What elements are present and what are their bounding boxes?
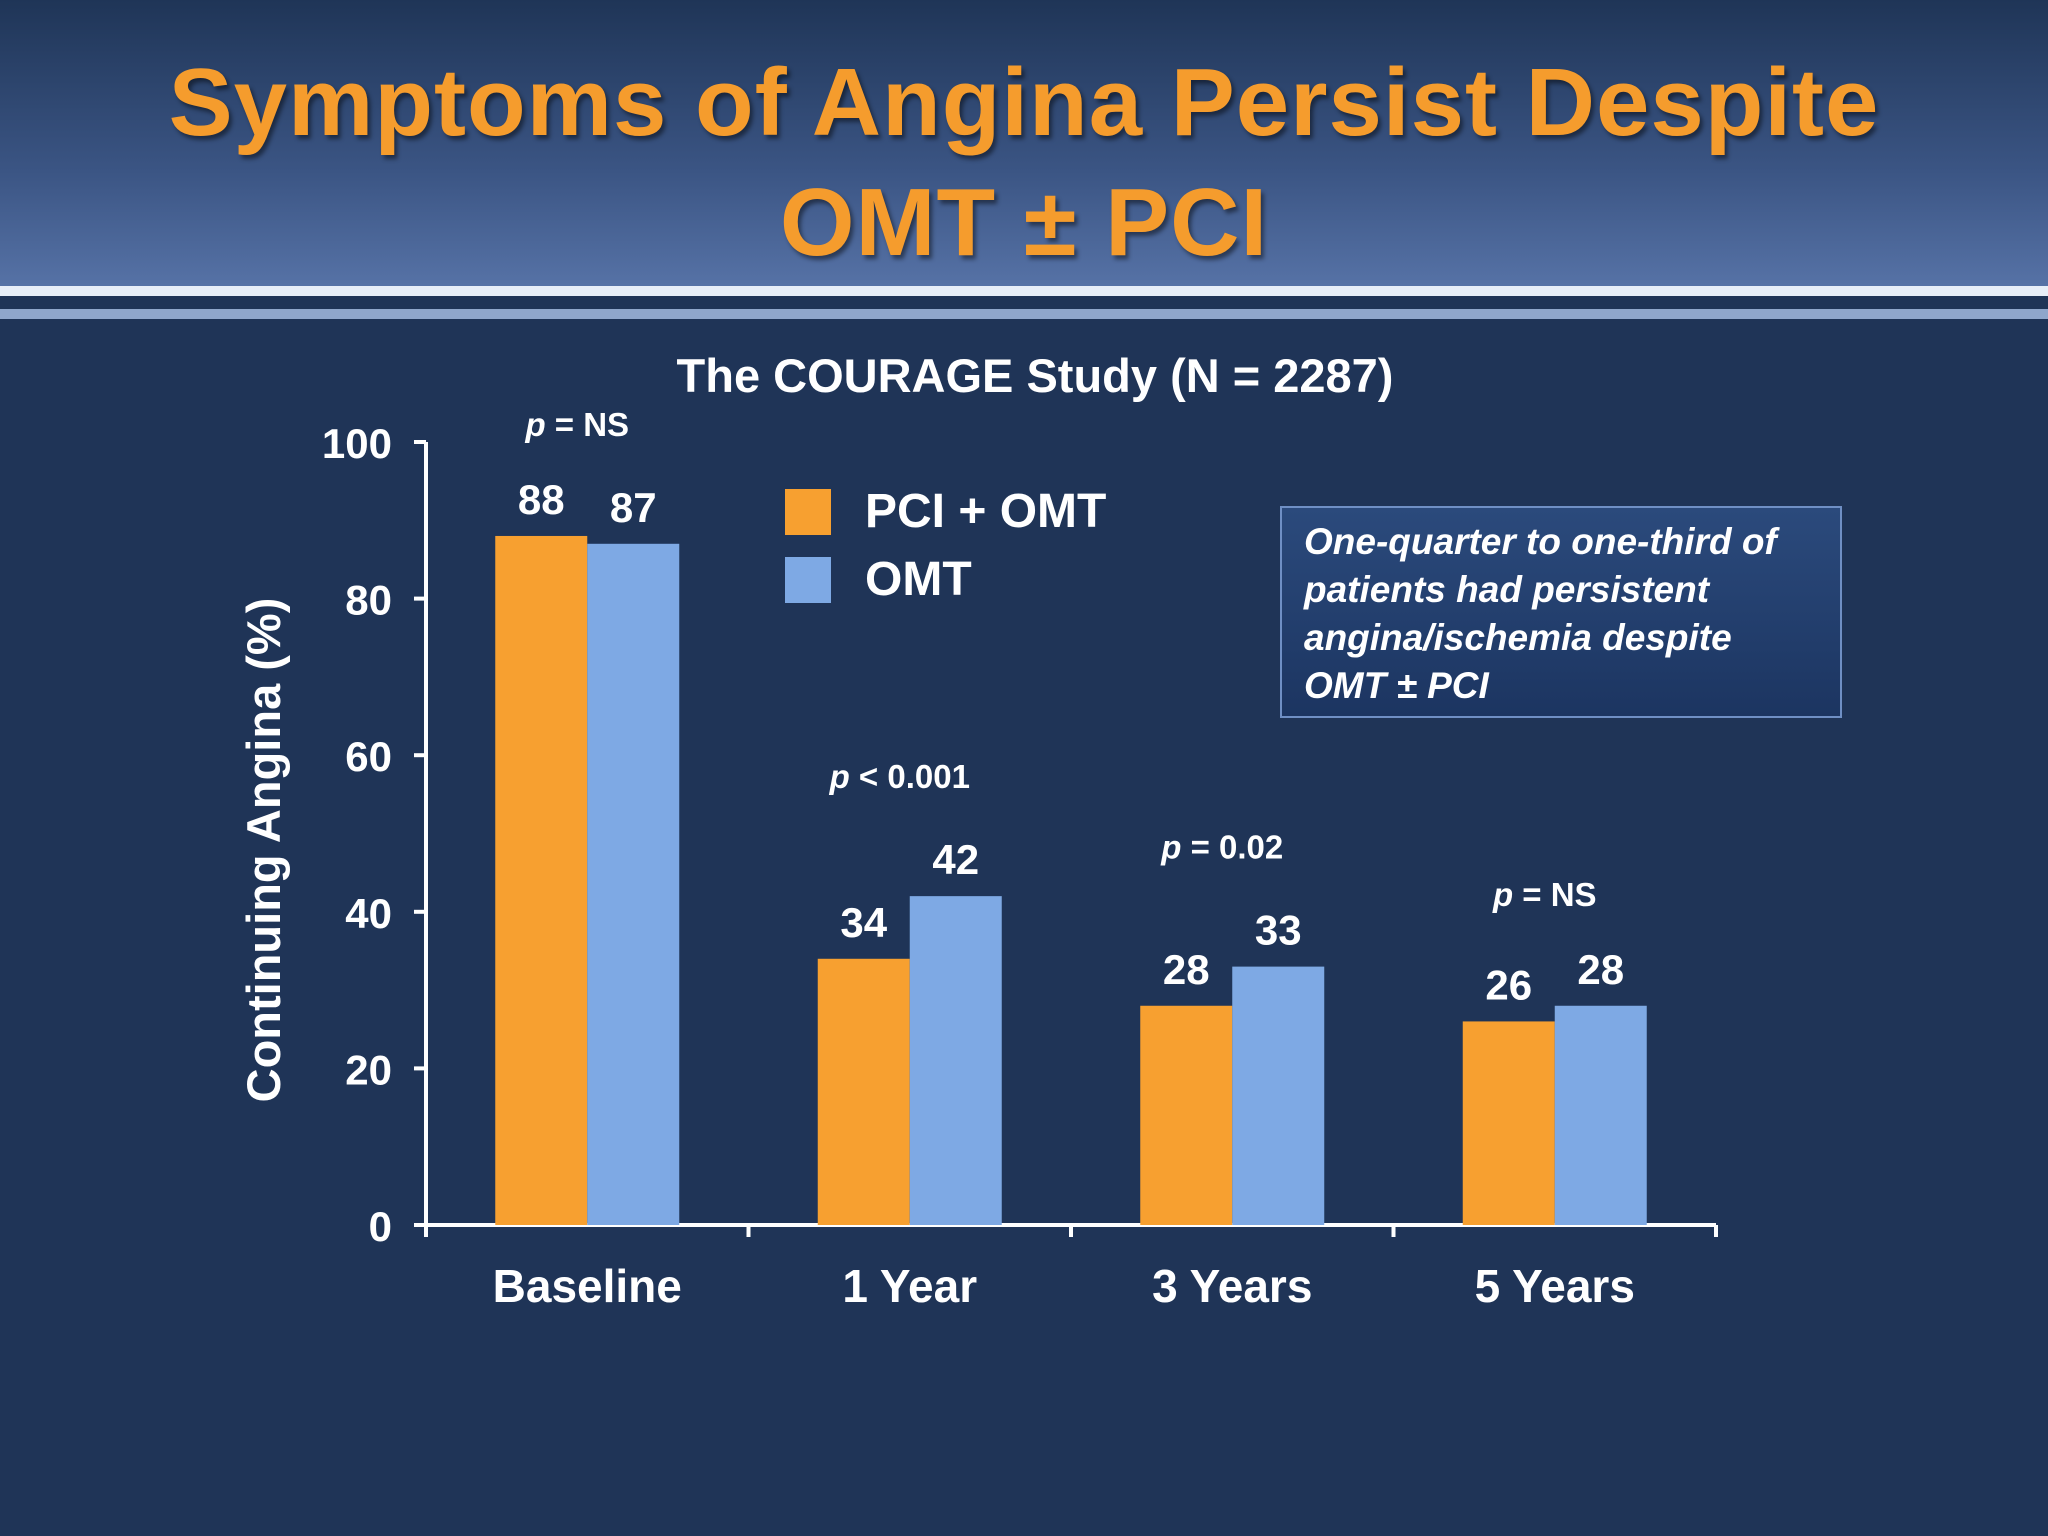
x-tick-label: 3 Years (1152, 1260, 1312, 1312)
callout-box: One-quarter to one-third of patients had… (1280, 506, 1842, 718)
bar-value-label: 34 (840, 899, 887, 946)
legend-swatch (785, 557, 831, 603)
legend-label: PCI + OMT (865, 485, 1106, 538)
bars (495, 535, 1647, 1225)
legend-label: OMT (865, 553, 972, 606)
p-value-label: p = NS (524, 406, 629, 443)
p-value-label: p < 0.001 (829, 758, 970, 795)
y-tick-label: 0 (369, 1203, 392, 1250)
divider-line-lower (0, 309, 2048, 319)
p-value-label: p = 0.02 (1160, 829, 1283, 866)
legend-swatch (785, 489, 831, 535)
data-labels: 88 87 34 42 28 33 26 28 (518, 476, 1624, 1008)
chart-title: The COURAGE Study (N = 2287) (677, 349, 1394, 402)
callout-line: One-quarter to one-third of (1304, 521, 1777, 562)
bar-omt (1232, 966, 1325, 1225)
y-tick-label: 80 (345, 577, 392, 624)
bar-value-label: 28 (1577, 946, 1624, 993)
bar-pci-omt (1140, 1005, 1233, 1225)
bar-pci-omt (1462, 1021, 1555, 1225)
x-tick-label: 1 Year (842, 1260, 977, 1312)
p-value-label: p = NS (1492, 876, 1597, 913)
slide-title-line-2: OMT ± PCI (779, 169, 1269, 276)
x-tick-label: Baseline (493, 1260, 682, 1312)
y-tick-label: 40 (345, 890, 392, 937)
bar-value-label: 28 (1163, 946, 1210, 993)
callout-line: OMT ± PCI (1304, 665, 1489, 706)
bar-value-label: 26 (1485, 961, 1532, 1008)
callout-line: angina/ischemia despite (1304, 617, 1732, 658)
bar-value-label: 42 (932, 836, 979, 883)
p-value-annotations: p = NS p < 0.001 p = 0.02 p = NS (524, 406, 1596, 913)
y-tick-label: 100 (322, 420, 392, 467)
divider-line (0, 286, 2048, 296)
slide-title-line-1: Symptoms of Angina Persist Despite (168, 49, 1880, 156)
bar-omt (909, 896, 1002, 1225)
bar-omt (587, 543, 680, 1225)
y-axis-label: Continuing Angina (%) (237, 598, 290, 1103)
divider-gap (0, 296, 2048, 309)
bar-omt (1554, 1005, 1647, 1225)
callout-line: patients had persistent (1304, 569, 1710, 610)
bar-value-label: 88 (518, 476, 565, 523)
title-band (0, 0, 2048, 286)
legend: PCI + OMT OMT (785, 485, 1106, 606)
bar-value-label: 33 (1255, 907, 1302, 954)
bar-pci-omt (495, 535, 588, 1225)
y-tick-label: 20 (345, 1046, 392, 1093)
bar-value-label: 87 (610, 484, 657, 531)
y-tick-label: 60 (345, 733, 392, 780)
bar-pci-omt (817, 958, 910, 1225)
x-tick-label: 5 Years (1475, 1260, 1635, 1312)
